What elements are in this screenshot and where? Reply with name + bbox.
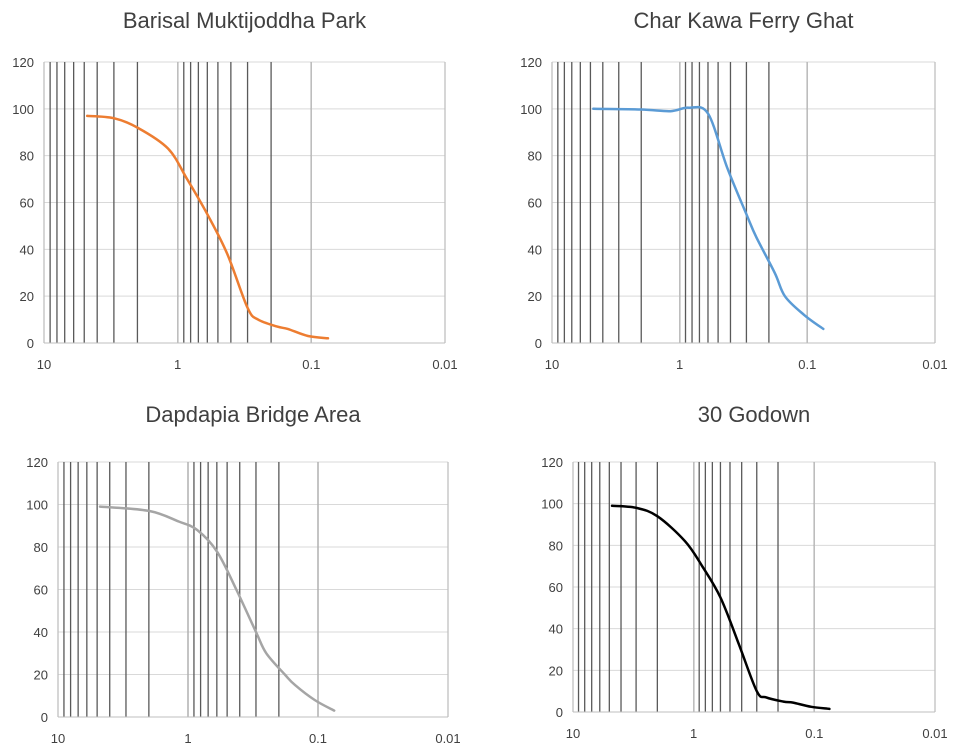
y-tick-label: 40 <box>34 625 48 640</box>
chart-svg: Barisal Muktijoddha Park 0 20 40 60 80 100 120 1… <box>12 8 457 372</box>
y-tick-label: 100 <box>541 497 563 512</box>
x-tick-label: 0.01 <box>922 726 947 741</box>
x-tick-label: 1 <box>676 357 683 372</box>
chart-title: Char Kawa Ferry Ghat <box>633 8 853 33</box>
chart-title: 30 Godown <box>698 402 811 427</box>
y-tick-label: 100 <box>26 498 48 513</box>
chart-svg: Dapdapia Bridge Area 0 20 40 60 80 100 120 10 1 0.… <box>26 402 460 746</box>
x-tick-label: 0.01 <box>432 357 457 372</box>
y-tick-label: 20 <box>20 289 34 304</box>
chart-svg: Char Kawa Ferry Ghat 0 20 40 60 80 100 120 10 1 0.… <box>520 8 947 372</box>
y-tick-label: 100 <box>520 102 542 117</box>
x-tick-label: 10 <box>566 726 580 741</box>
x-tick-label: 0.01 <box>435 731 460 746</box>
y-tick-label: 60 <box>528 196 542 211</box>
y-tick-label: 80 <box>528 149 542 164</box>
y-tick-label: 120 <box>12 55 34 70</box>
chart-panel: 30 Godown 0 20 40 60 80 100 120 10 1 0.1 0.01 <box>505 388 955 747</box>
y-tick-label: 120 <box>541 455 563 470</box>
y-tick-label: 120 <box>26 455 48 470</box>
y-tick-label: 0 <box>41 710 48 725</box>
series-line <box>592 105 825 331</box>
y-tick-label: 120 <box>520 55 542 70</box>
y-tick-label: 20 <box>528 289 542 304</box>
series-line <box>98 505 336 712</box>
y-tick-label: 80 <box>20 149 34 164</box>
y-tick-label: 20 <box>34 668 48 683</box>
y-tick-label: 40 <box>549 622 563 637</box>
chart-svg: 30 Godown 0 20 40 60 80 100 120 10 1 0.1 0.01 <box>541 402 947 741</box>
y-tick-label: 80 <box>34 540 48 555</box>
x-tick-label: 1 <box>184 731 191 746</box>
x-tick-label: 10 <box>51 731 65 746</box>
y-tick-label: 40 <box>20 242 34 257</box>
chart-panel: Dapdapia Bridge Area 0 20 40 60 80 100 120 10 1 0.… <box>0 388 477 747</box>
series-line <box>85 114 330 340</box>
y-tick-label: 80 <box>549 538 563 553</box>
chart-title: Barisal Muktijoddha Park <box>123 8 367 33</box>
y-tick-label: 0 <box>27 336 34 351</box>
y-tick-label: 60 <box>549 580 563 595</box>
x-tick-label: 0.1 <box>798 357 816 372</box>
chart-panel: Char Kawa Ferry Ghat 0 20 40 60 80 100 120 10 1 0.… <box>505 0 955 380</box>
x-tick-label: 0.01 <box>922 357 947 372</box>
x-tick-label: 10 <box>37 357 51 372</box>
y-tick-label: 0 <box>556 705 563 720</box>
y-tick-label: 40 <box>528 242 542 257</box>
series-line <box>610 504 831 711</box>
y-tick-label: 100 <box>12 102 34 117</box>
x-tick-label: 0.1 <box>309 731 327 746</box>
x-tick-label: 0.1 <box>302 357 320 372</box>
chart-panel: Barisal Muktijoddha Park 0 20 40 60 80 100 120 1… <box>0 0 477 380</box>
y-tick-label: 60 <box>20 196 34 211</box>
x-tick-label: 1 <box>690 726 697 741</box>
chart-title: Dapdapia Bridge Area <box>145 402 361 427</box>
y-tick-label: 60 <box>34 583 48 598</box>
y-tick-label: 0 <box>535 336 542 351</box>
x-tick-label: 10 <box>545 357 559 372</box>
x-tick-label: 1 <box>174 357 181 372</box>
y-tick-label: 20 <box>549 663 563 678</box>
x-tick-label: 0.1 <box>805 726 823 741</box>
